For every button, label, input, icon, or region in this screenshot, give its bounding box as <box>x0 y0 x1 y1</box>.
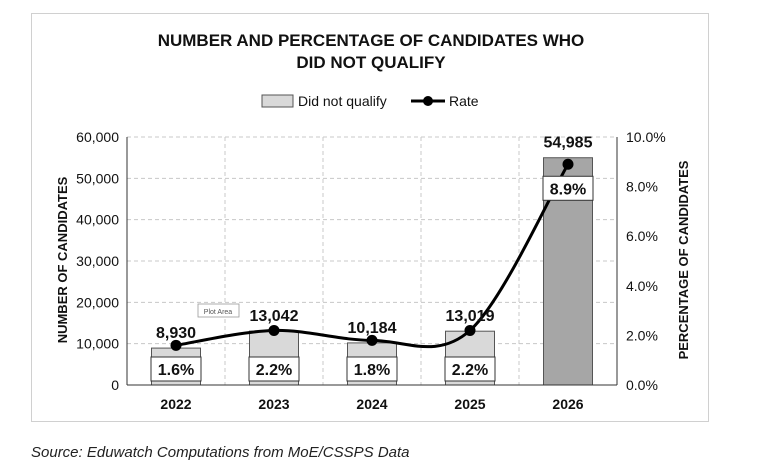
rate-label-box <box>150 356 202 382</box>
y2-tick-label: 2.0% <box>626 327 658 343</box>
rate-label-box <box>444 356 496 382</box>
x-tick-label: 2025 <box>454 396 485 412</box>
source-note: Source: Eduwatch Computations from MoE/C… <box>31 444 410 461</box>
y2-tick-label: 0.0% <box>626 377 658 393</box>
legend-line-marker <box>423 96 433 106</box>
x-tick-label: 2023 <box>258 396 289 412</box>
y-tick-label: 60,000 <box>76 129 119 145</box>
rate-point-2023 <box>268 324 280 336</box>
rate-label-box <box>542 175 594 201</box>
bar-value-label: 13,019 <box>446 308 495 325</box>
plot-area-tooltip-text: Plot Area <box>204 309 233 316</box>
data-labels: 8,930 13,042 10,184 13,019 54,985 1.6% 2.2% 1.8… <box>150 135 594 382</box>
chart-title-line1: NUMBER AND PERCENTAGE OF CANDIDATES WHO <box>158 31 585 50</box>
rate-point-2022 <box>170 339 182 351</box>
rate-value-label: 1.6% <box>158 362 194 379</box>
y-tick-label: 20,000 <box>76 294 119 310</box>
plot-area-tooltip: Plot Area <box>197 303 240 318</box>
y-tick-label: 50,000 <box>76 170 119 186</box>
y2-tick-label: 6.0% <box>626 228 658 244</box>
legend-bar-swatch <box>261 94 294 108</box>
chart-frame: NUMBER AND PERCENTAGE OF CANDIDATES WHO … <box>31 13 709 422</box>
bar-value-label: 10,184 <box>348 320 397 337</box>
legend-line-label: Rate <box>449 93 479 109</box>
y-tick-label: 0 <box>111 377 119 393</box>
x-tick-label: 2026 <box>552 396 583 412</box>
rate-value-label: 2.2% <box>256 362 292 379</box>
rate-point-2025 <box>464 324 476 336</box>
rate-label-box <box>248 356 300 382</box>
y2-axis-title: PERCENTAGE OF CANDIDATES <box>676 160 691 359</box>
chart: NUMBER AND PERCENTAGE OF CANDIDATES WHO … <box>55 31 691 412</box>
rate-line-series <box>170 158 574 351</box>
y-axis-ticks: 0 10,000 20,000 30,000 40,000 50,000 60,000 <box>76 129 119 393</box>
rate-point-2024 <box>366 334 378 346</box>
bar-value-label: 13,042 <box>250 308 299 325</box>
chart-title-line2: DID NOT QUALIFY <box>296 53 446 72</box>
bar-value-label: 8,930 <box>156 325 196 342</box>
legend-bar-label: Did not qualify <box>298 93 387 109</box>
legend: Did not qualify Rate <box>261 93 479 109</box>
rate-value-label: 8.9% <box>550 181 586 198</box>
bars <box>151 157 593 386</box>
x-axis-ticks: 2022 2023 2024 2025 2026 <box>160 396 583 412</box>
axes <box>126 137 618 386</box>
rate-line <box>175 163 570 349</box>
y-axis-title: NUMBER OF CANDIDATES <box>55 176 70 343</box>
x-tick-label: 2022 <box>160 396 191 412</box>
y-tick-label: 10,000 <box>76 336 119 352</box>
rate-point-2026 <box>562 158 574 170</box>
y2-tick-label: 10.0% <box>626 129 666 145</box>
y2-tick-label: 4.0% <box>626 278 658 294</box>
rate-value-label: 1.8% <box>354 362 390 379</box>
y-tick-label: 30,000 <box>76 253 119 269</box>
rate-value-label: 2.2% <box>452 362 488 379</box>
rate-label-box <box>346 356 398 382</box>
y2-tick-label: 8.0% <box>626 179 658 195</box>
x-tick-label: 2024 <box>356 396 387 412</box>
y-tick-label: 40,000 <box>76 212 119 228</box>
bar-value-label: 54,985 <box>544 135 593 152</box>
y2-axis-ticks: 0.0% 2.0% 4.0% 6.0% 8.0% 10.0% <box>626 129 666 393</box>
